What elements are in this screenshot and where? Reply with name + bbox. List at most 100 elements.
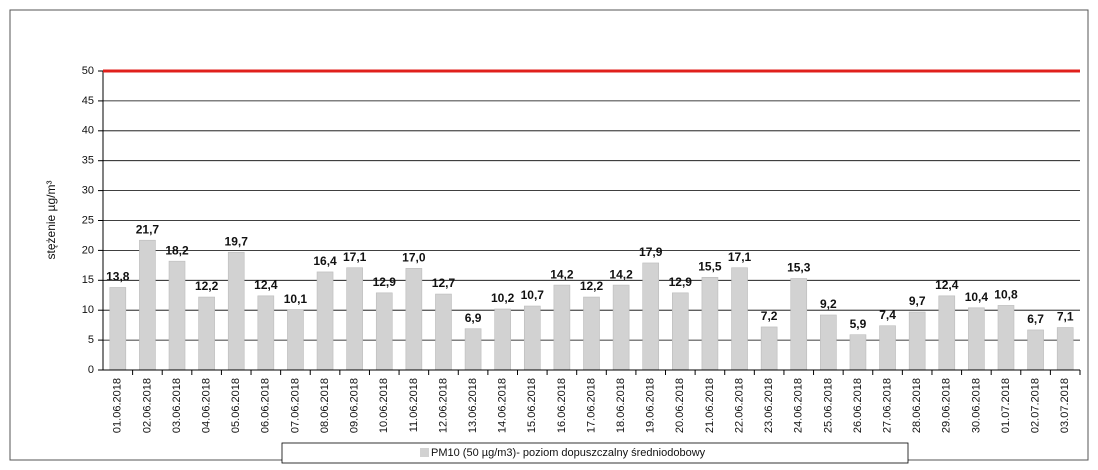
x-tick-label: 02.07.2018	[1029, 378, 1041, 433]
x-tick-label: 10.06.2018	[378, 378, 390, 433]
bar	[168, 260, 186, 371]
y-tick-label: 10	[82, 304, 94, 316]
bar	[938, 295, 956, 371]
x-tick-label: 19.06.2018	[645, 378, 657, 433]
value-label: 10,7	[521, 288, 545, 302]
value-label: 9,2	[820, 297, 837, 311]
bar	[523, 305, 541, 371]
value-label: 21,7	[136, 222, 160, 236]
y-tick-label: 40	[82, 125, 94, 137]
x-tick-label: 14.06.2018	[497, 378, 509, 433]
x-tick-label: 03.07.2018	[1059, 378, 1071, 433]
bar	[257, 295, 275, 371]
y-tick-label: 35	[82, 155, 94, 167]
y-tick-label: 30	[82, 185, 94, 197]
x-tick-label: 06.06.2018	[260, 378, 272, 433]
bar	[760, 326, 778, 371]
bar	[1056, 327, 1074, 371]
bar	[790, 278, 808, 371]
x-tick-label: 28.06.2018	[911, 378, 923, 433]
bar	[494, 308, 511, 371]
bar	[405, 268, 423, 371]
x-tick-label: 02.06.2018	[141, 378, 153, 433]
bar	[109, 287, 127, 371]
x-tick-label: 27.06.2018	[881, 378, 893, 433]
x-tick-label: 30.06.2018	[970, 378, 982, 433]
value-label: 19,7	[225, 234, 249, 248]
bar	[612, 284, 630, 371]
value-label: 10,1	[284, 292, 308, 306]
bar	[227, 251, 245, 371]
x-tick-label: 22.06.2018	[733, 378, 745, 433]
x-tick-label: 01.06.2018	[112, 378, 124, 433]
bar	[879, 325, 896, 371]
bar	[642, 262, 660, 371]
bar	[287, 309, 304, 371]
x-tick-label: 01.07.2018	[1000, 378, 1012, 433]
x-tick-label: 12.06.2018	[437, 378, 449, 433]
y-axis-label: stężenie µg/m³	[44, 181, 58, 260]
value-label: 17,1	[343, 250, 367, 264]
x-tick-label: 16.06.2018	[556, 378, 568, 433]
bar	[849, 334, 867, 371]
legend-label: PM10 (50 µg/m3)- poziom dopuszczalny śre…	[431, 447, 706, 459]
bar	[583, 296, 600, 371]
x-tick-label: 04.06.2018	[201, 378, 213, 433]
bar	[435, 293, 452, 371]
x-tick-label: 18.06.2018	[615, 378, 627, 433]
value-label: 13,8	[106, 270, 130, 284]
value-label: 10,8	[994, 288, 1018, 302]
y-tick-label: 45	[82, 95, 94, 107]
x-tick-label: 26.06.2018	[852, 378, 864, 433]
x-tick-label: 09.06.2018	[349, 378, 361, 433]
bar	[701, 277, 719, 371]
x-tick-label: 29.06.2018	[941, 378, 953, 433]
y-tick-label: 20	[82, 244, 94, 256]
bar	[731, 267, 748, 371]
value-label: 16,4	[313, 254, 337, 268]
value-label: 15,5	[698, 259, 722, 273]
value-label: 12,4	[254, 278, 278, 292]
bar	[464, 328, 482, 371]
x-tick-label: 11.06.2018	[408, 378, 420, 432]
bar	[672, 292, 689, 371]
value-label: 12,2	[195, 279, 219, 293]
value-label: 12,4	[935, 278, 959, 292]
value-label: 17,1	[728, 250, 752, 264]
bar	[316, 271, 334, 371]
legend-swatch	[420, 448, 429, 457]
bar	[997, 305, 1015, 371]
value-label: 7,4	[879, 308, 896, 322]
value-label: 12,2	[580, 279, 604, 293]
y-tick-label: 15	[82, 274, 94, 286]
value-label: 10,2	[491, 291, 515, 305]
bar	[968, 307, 985, 371]
x-tick-label: 03.06.2018	[171, 378, 183, 433]
bar	[820, 314, 837, 371]
value-label: 5,9	[850, 317, 867, 331]
value-label: 15,3	[787, 261, 811, 275]
y-tick-label: 50	[82, 65, 94, 77]
value-label: 9,7	[909, 294, 926, 308]
value-label: 6,9	[465, 311, 482, 325]
x-tick-label: 13.06.2018	[467, 378, 479, 433]
bar	[346, 267, 363, 371]
x-tick-label: 23.06.2018	[763, 378, 775, 433]
bar	[139, 239, 156, 371]
value-label: 12,7	[432, 276, 456, 290]
x-tick-label: 05.06.2018	[230, 378, 242, 433]
value-label: 17,0	[402, 251, 426, 265]
bar	[1027, 329, 1044, 371]
value-label: 6,7	[1027, 312, 1044, 326]
x-tick-label: 20.06.2018	[674, 378, 686, 433]
value-label: 18,2	[165, 243, 189, 257]
value-label: 7,2	[761, 309, 778, 323]
bar	[908, 311, 926, 371]
x-tick-label: 21.06.2018	[704, 378, 716, 433]
x-tick-label: 08.06.2018	[319, 378, 331, 433]
value-label: 14,2	[550, 267, 574, 281]
y-tick-label: 0	[88, 364, 94, 376]
value-label: 10,4	[965, 290, 989, 304]
value-label: 12,9	[373, 275, 397, 289]
